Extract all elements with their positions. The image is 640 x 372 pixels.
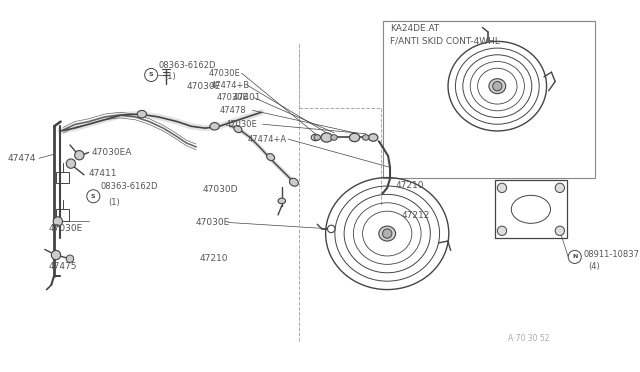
Text: 47401: 47401 [233, 93, 261, 102]
Ellipse shape [369, 134, 378, 141]
Circle shape [75, 151, 84, 160]
Circle shape [87, 190, 100, 203]
Text: 47212: 47212 [401, 211, 429, 220]
Bar [383, 21, 595, 177]
Text: 47210: 47210 [396, 182, 424, 190]
Bar [495, 180, 567, 238]
Ellipse shape [349, 133, 360, 142]
Text: (1): (1) [108, 198, 120, 207]
Text: 47210: 47210 [200, 254, 228, 263]
Ellipse shape [234, 126, 242, 132]
Text: 47030E: 47030E [209, 69, 241, 78]
Circle shape [328, 225, 335, 232]
Ellipse shape [137, 110, 147, 118]
Text: S: S [149, 73, 154, 77]
Text: 47030E: 47030E [195, 218, 230, 227]
Text: 47475: 47475 [49, 262, 77, 271]
Circle shape [497, 226, 507, 235]
Ellipse shape [311, 134, 319, 141]
Text: N: N [572, 254, 577, 259]
Circle shape [568, 250, 581, 263]
Text: 47478: 47478 [220, 106, 246, 115]
Circle shape [555, 226, 564, 235]
Bar [56, 209, 69, 221]
Circle shape [555, 183, 564, 193]
Ellipse shape [289, 178, 298, 186]
Text: S: S [91, 194, 95, 199]
Bar [56, 172, 69, 183]
Text: (4): (4) [588, 262, 600, 271]
Text: 08363-6162D: 08363-6162D [100, 182, 158, 192]
Text: F/ANTI SKID CONT-4WHL: F/ANTI SKID CONT-4WHL [390, 37, 500, 46]
Text: 47030E: 47030E [187, 82, 221, 91]
Ellipse shape [267, 154, 275, 161]
Text: 47030E: 47030E [216, 93, 248, 102]
Ellipse shape [489, 79, 506, 94]
Text: 08363-6162D: 08363-6162D [159, 61, 216, 70]
Ellipse shape [331, 135, 337, 140]
Text: 47474+A: 47474+A [247, 135, 286, 144]
Ellipse shape [321, 133, 332, 142]
Circle shape [493, 81, 502, 91]
Ellipse shape [278, 198, 285, 204]
Text: (1): (1) [164, 72, 176, 81]
Text: 47411: 47411 [88, 169, 117, 178]
Text: KA24DE.AT: KA24DE.AT [390, 24, 439, 33]
Ellipse shape [379, 226, 396, 241]
Circle shape [497, 183, 507, 193]
Circle shape [383, 229, 392, 238]
Text: 47030EA: 47030EA [92, 148, 132, 157]
Circle shape [53, 217, 63, 226]
Text: 47030E: 47030E [225, 120, 257, 129]
Circle shape [67, 159, 76, 168]
Text: 47030D: 47030D [203, 185, 239, 194]
Ellipse shape [210, 122, 220, 130]
Text: 47030E: 47030E [49, 224, 83, 233]
Text: 47474: 47474 [8, 154, 36, 163]
Ellipse shape [314, 135, 321, 140]
Circle shape [51, 250, 61, 260]
Ellipse shape [362, 135, 369, 140]
Circle shape [145, 68, 157, 81]
Circle shape [67, 255, 74, 263]
Text: A·70 30 52: A·70 30 52 [508, 334, 549, 343]
Text: 08911-10837: 08911-10837 [583, 250, 639, 259]
Text: 47474+B: 47474+B [210, 81, 250, 90]
